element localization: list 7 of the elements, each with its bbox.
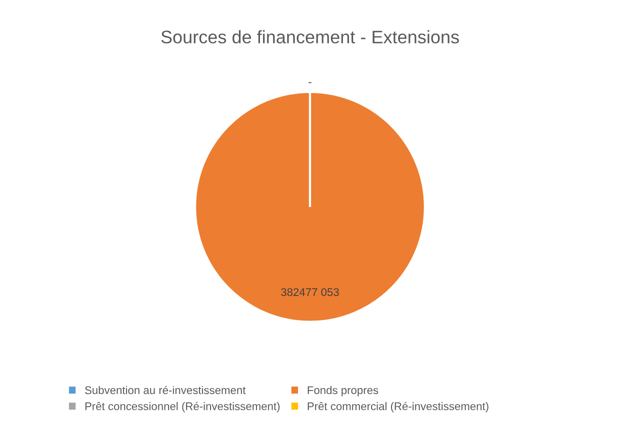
chart-title: Sources de financement - Extensions — [161, 30, 459, 44]
legend-label: Fonds propres — [308, 386, 378, 396]
legend-label: Prêt commercial (Ré-investissement) — [308, 402, 488, 412]
legend-label: Prêt concessionnel (Ré-investissement) — [85, 402, 280, 412]
data-label: 382477 053 — [281, 288, 339, 296]
legend-label: Subvention au ré-investissement — [85, 386, 246, 394]
text: - — [308, 82, 312, 84]
